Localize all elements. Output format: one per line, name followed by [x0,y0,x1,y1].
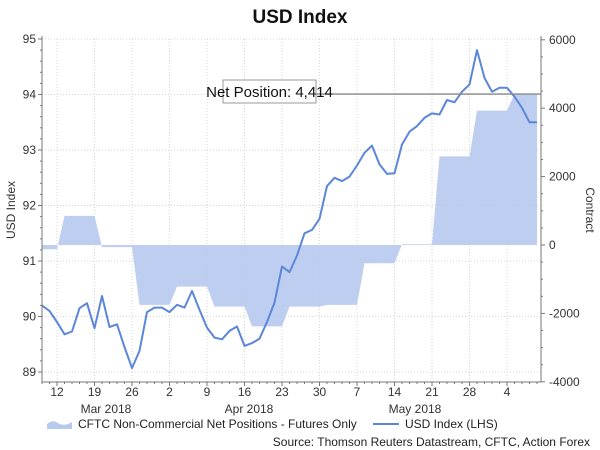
x-tick-label: 7 [354,385,361,399]
source-note: Source: Thomson Reuters Datastream, CFTC… [273,435,590,449]
legend-area-label: CFTC Non-Commercial Net Positions - Futu… [78,417,357,431]
legend-line-label: USD Index (LHS) [405,417,498,431]
annotation-box [222,79,317,104]
right-tick-label: 6000 [549,33,576,47]
left-tick-label: 91 [23,254,37,268]
x-tick-label: 28 [463,385,477,399]
x-tick-label: 14 [388,385,402,399]
chart-title: USD Index [252,7,347,28]
right-tick-label: -2000 [549,306,580,320]
month-label-mar: Mar 2018 [81,402,132,416]
x-tick-label: 16 [238,385,252,399]
right-tick-label: 2000 [549,170,576,184]
right-axis-label: Contract [583,187,597,233]
x-tick-label: 2 [166,385,173,399]
tick-labels: 12 19 26 2 9 16 23 30 7 14 21 28 4 89 90 91 92 93 94 95 -400… [23,32,580,399]
x-tick-label: 21 [425,385,439,399]
x-tick-label: 19 [88,385,102,399]
legend: CFTC Non-Commercial Net Positions - Futu… [47,417,498,431]
usd-index-line-layer [41,49,537,370]
left-tick-label: 89 [23,365,37,379]
x-tick-label: 23 [275,385,289,399]
month-label-apr: Apr 2018 [225,402,274,416]
usd-index-line [41,49,537,370]
left-tick-label: 94 [23,88,37,102]
x-tick-label: 12 [50,385,64,399]
left-tick-label: 92 [23,199,37,213]
left-tick-label: 90 [23,310,37,324]
left-axis-label: USD Index [4,181,18,239]
x-tick-label: 4 [504,385,511,399]
right-tick-label: 4000 [549,101,576,115]
left-tick-label: 95 [23,32,37,46]
right-tick-label: 0 [549,238,556,252]
net-position-area [42,94,537,327]
legend-area-swatch [47,421,72,429]
annotation-text: Net Position: 4,414 [206,84,333,101]
net-position-area-layer [42,94,537,327]
net-position-annotation: Net Position: 4,414 [206,79,541,104]
x-tick-label: 26 [125,385,139,399]
x-tick-label: 9 [204,385,211,399]
left-tick-label: 93 [23,143,37,157]
right-tick-label: -4000 [549,375,580,389]
x-tick-label: 30 [313,385,327,399]
month-label-may: May 2018 [389,402,442,416]
